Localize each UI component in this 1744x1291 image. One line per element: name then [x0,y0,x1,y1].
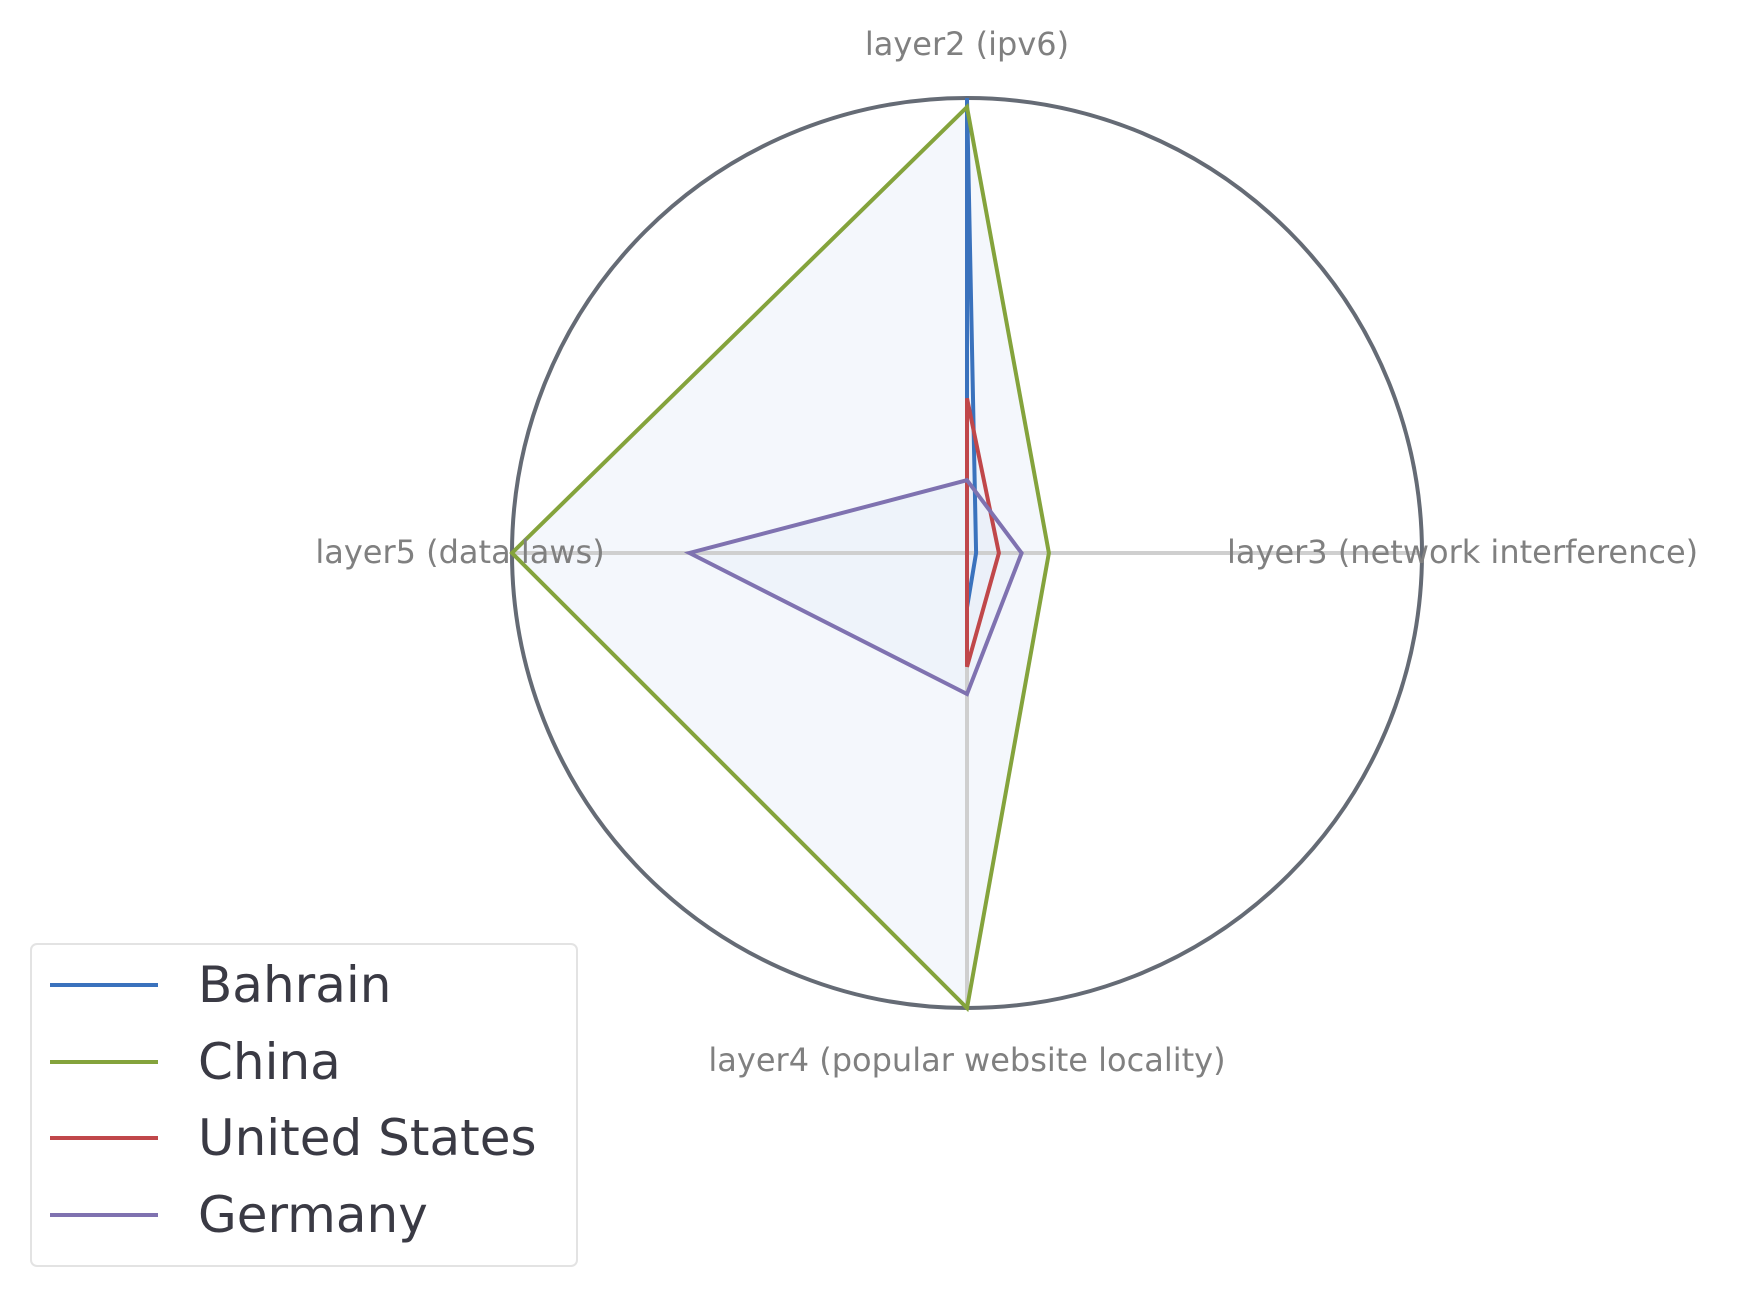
axis-label-layer2: layer2 (ipv6) [865,25,1069,63]
legend-box [30,943,578,1267]
series-line-china [509,103,1051,1013]
series-line-germany [683,477,1024,697]
series-lines [509,97,1051,1013]
legend-label-germany: Germany [198,1186,428,1244]
legend-label-united-states: United States [198,1109,537,1167]
series-line-united-states [965,397,1001,668]
series-fills [512,98,1049,1009]
series-fill-germany [689,480,1022,694]
axis-labels: layer2 (ipv6) layer3 (network interferen… [315,25,1698,1079]
axis-label-layer4: layer4 (popular website locality) [708,1041,1225,1079]
legend-label-china: China [198,1033,341,1091]
axis-label-layer5: layer5 (data laws) [315,533,604,571]
legend-label-bahrain: Bahrain [198,956,391,1014]
axis-label-layer3: layer3 (network interference) [1227,533,1698,571]
legend: Bahrain China United States Germany [30,943,578,1267]
series-fill-china [512,107,1049,1009]
